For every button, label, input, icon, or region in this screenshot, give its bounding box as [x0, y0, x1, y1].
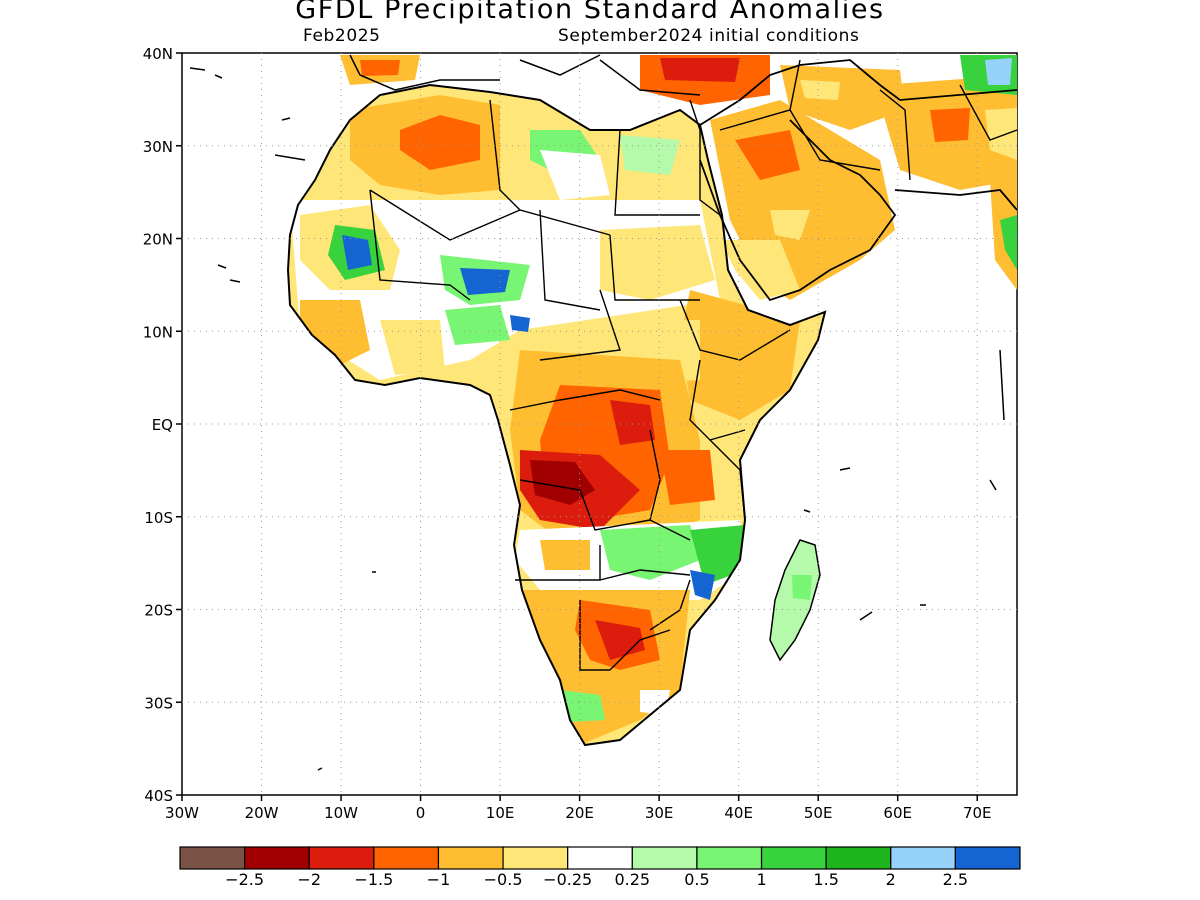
- lon-tick-label: 30W: [165, 804, 199, 822]
- colorbar-swatch: [373, 846, 440, 870]
- colorbar-swatch: [760, 846, 827, 870]
- lat-tick-label: 30N: [143, 138, 173, 156]
- colorbar-label: 1: [756, 870, 766, 889]
- colorbar-label: −2.5: [225, 870, 264, 889]
- colorbar-swatch: [437, 846, 504, 870]
- lat-tick-label: EQ: [152, 416, 173, 434]
- lat-tick-label: 40S: [144, 787, 173, 805]
- lat-tick-label: 30S: [144, 694, 173, 712]
- colorbar-label: −1.5: [354, 870, 393, 889]
- colorbar-swatch: [179, 846, 246, 870]
- colorbar: −2.5 −2 −1.5 −1 −0.5 −0.25 0.25 0.5 1 1.5 2 2.5: [179, 846, 1021, 889]
- colorbar-swatch: [696, 846, 763, 870]
- colorbar-swatch: [954, 846, 1021, 870]
- lon-tick-label: 20E: [565, 804, 594, 822]
- map-title: GFDL Precipitation Standard Anomalies: [295, 0, 885, 25]
- lon-tick-label: 50E: [804, 804, 833, 822]
- colorbar-label: 1.5: [813, 870, 838, 889]
- colorbar-swatch: [502, 846, 569, 870]
- madagascar: [769, 539, 821, 662]
- lat-tick-label: 20N: [143, 231, 173, 249]
- valid-month-label: Feb2025: [303, 26, 381, 46]
- madagascar-green: [792, 575, 812, 600]
- anomaly-shading-arabia: [340, 55, 1017, 300]
- middle-east-coastline: [699, 59, 1017, 302]
- lon-tick-label: 60E: [883, 804, 912, 822]
- lon-tick-label: 10E: [486, 804, 515, 822]
- lat-tick-label: 10S: [144, 509, 173, 527]
- colorbar-swatch: [825, 846, 892, 870]
- lat-tick-label: 10N: [143, 323, 173, 341]
- lat-tick-label: 20S: [144, 602, 173, 620]
- colorbar-label: 2.5: [943, 870, 968, 889]
- colorbar-label: −0.5: [484, 870, 523, 889]
- lon-tick-label: 30E: [645, 804, 674, 822]
- colorbar-swatch: [567, 846, 633, 870]
- colorbar-label: 2: [886, 870, 896, 889]
- mediterranean-coastline: [349, 54, 701, 96]
- colorbar-label: −0.25: [543, 870, 592, 889]
- lon-tick-label: 40E: [724, 804, 753, 822]
- colorbar-swatch: [631, 846, 698, 870]
- colorbar-swatch: [890, 846, 956, 870]
- initial-conditions-label: September2024 initial conditions: [558, 26, 860, 46]
- colorbar-swatch: [244, 846, 310, 870]
- colorbar-label: 0.5: [684, 870, 709, 889]
- country-borders: [369, 59, 1017, 671]
- lon-tick-label: 0: [416, 804, 426, 822]
- lon-tick-label: 70E: [963, 804, 992, 822]
- colorbar-label: −1: [427, 870, 451, 889]
- colorbar-swatch: [308, 846, 375, 870]
- lon-tick-label: 10W: [324, 804, 358, 822]
- islands: [189, 67, 1005, 771]
- lon-tick-label: 20W: [245, 804, 279, 822]
- colorbar-label: 0.25: [614, 870, 650, 889]
- grid-lines: [182, 53, 1017, 795]
- colorbar-label: −2: [297, 870, 321, 889]
- lat-tick-label: 40N: [143, 45, 173, 63]
